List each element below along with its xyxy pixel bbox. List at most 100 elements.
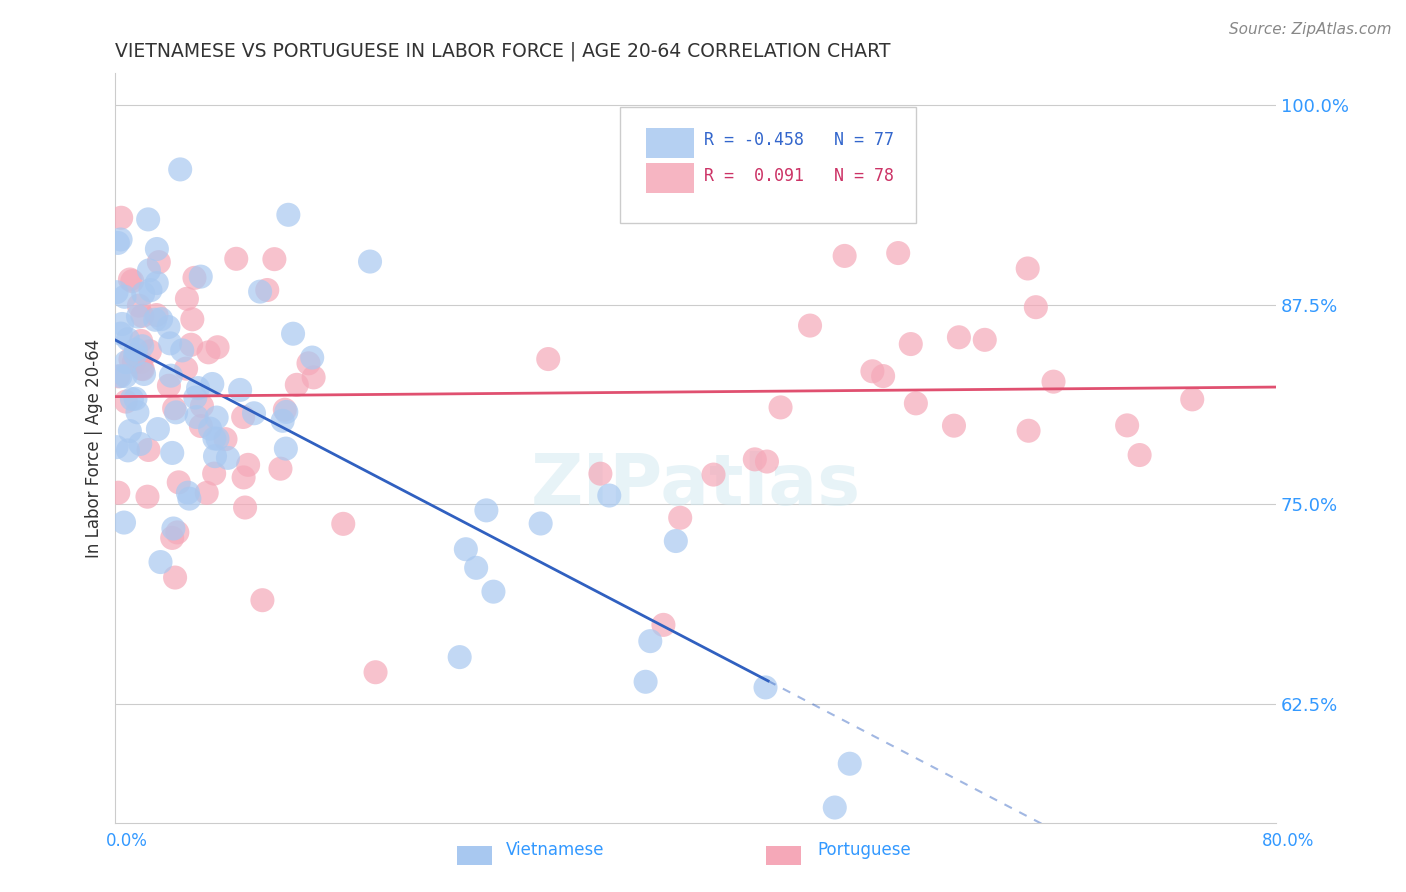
FancyBboxPatch shape [645, 163, 695, 194]
Point [121, 392, 143, 406]
Point [232, 409, 254, 424]
Point [195, 486, 218, 500]
Point [167, 475, 190, 490]
Point [364, 665, 387, 680]
Point [172, 343, 194, 358]
Point [301, 351, 323, 365]
Point [482, 584, 505, 599]
Point [232, 470, 254, 484]
Point [117, 443, 139, 458]
Point [198, 422, 221, 436]
Point [204, 449, 226, 463]
Point [598, 489, 620, 503]
Point [111, 317, 134, 331]
Point [243, 406, 266, 420]
Point [274, 442, 297, 456]
Point [277, 208, 299, 222]
Point [169, 162, 191, 177]
Point [162, 521, 184, 535]
Point [105, 440, 128, 454]
Point [1042, 375, 1064, 389]
Point [201, 376, 224, 391]
Point [537, 352, 560, 367]
Point [634, 674, 657, 689]
Point [834, 249, 856, 263]
Point [146, 422, 169, 436]
Point [860, 364, 883, 378]
Point [163, 401, 186, 416]
Point [138, 442, 160, 457]
Point [176, 292, 198, 306]
Point [589, 467, 612, 481]
Point [136, 490, 159, 504]
Point [202, 467, 225, 481]
Point [225, 252, 247, 266]
Point [214, 432, 236, 446]
Point [454, 542, 477, 557]
Text: 0.0%: 0.0% [105, 831, 148, 849]
Point [190, 269, 212, 284]
Point [132, 286, 155, 301]
Point [256, 283, 278, 297]
Point [132, 367, 155, 381]
Point [207, 340, 229, 354]
Text: Vietnamese: Vietnamese [506, 841, 605, 859]
Point [107, 485, 129, 500]
FancyBboxPatch shape [645, 128, 695, 158]
Point [112, 516, 135, 530]
Point [114, 290, 136, 304]
Point [145, 308, 167, 322]
Point [754, 681, 776, 695]
Point [157, 320, 180, 334]
Point [162, 446, 184, 460]
Point [652, 618, 675, 632]
Point [973, 333, 995, 347]
Point [181, 312, 204, 326]
Point [281, 326, 304, 341]
Point [530, 516, 553, 531]
Point [1025, 300, 1047, 314]
Text: VIETNAMESE VS PORTUGUESE IN LABOR FORCE | AGE 20-64 CORRELATION CHART: VIETNAMESE VS PORTUGUESE IN LABOR FORCE … [115, 42, 890, 62]
Point [197, 345, 219, 359]
Point [107, 369, 129, 384]
Point [127, 310, 149, 324]
Point [160, 368, 183, 383]
Point [132, 362, 155, 376]
Point [269, 461, 291, 475]
Y-axis label: In Labor Force | Age 20-64: In Labor Force | Age 20-64 [86, 339, 103, 558]
Point [160, 531, 183, 545]
Point [207, 432, 229, 446]
Point [165, 570, 187, 584]
Point [285, 377, 308, 392]
Point [143, 312, 166, 326]
Point [744, 452, 766, 467]
Text: Portuguese: Portuguese [818, 841, 911, 859]
Point [236, 458, 259, 472]
Point [129, 437, 152, 451]
Point [150, 312, 173, 326]
Text: Source: ZipAtlas.com: Source: ZipAtlas.com [1229, 22, 1392, 37]
FancyBboxPatch shape [620, 107, 917, 223]
Point [1116, 418, 1139, 433]
Point [943, 418, 966, 433]
Point [229, 383, 252, 397]
Point [755, 454, 778, 468]
Point [887, 246, 910, 260]
Point [475, 503, 498, 517]
Point [184, 391, 207, 405]
Point [1018, 424, 1040, 438]
Point [159, 336, 181, 351]
Point [669, 510, 692, 524]
Point [465, 561, 488, 575]
Point [131, 339, 153, 353]
Point [131, 309, 153, 323]
Point [799, 318, 821, 333]
Point [1181, 392, 1204, 407]
Point [297, 356, 319, 370]
Point [122, 355, 145, 369]
Point [118, 424, 141, 438]
Point [177, 485, 200, 500]
Point [110, 211, 132, 225]
Point [838, 756, 860, 771]
Point [191, 399, 214, 413]
